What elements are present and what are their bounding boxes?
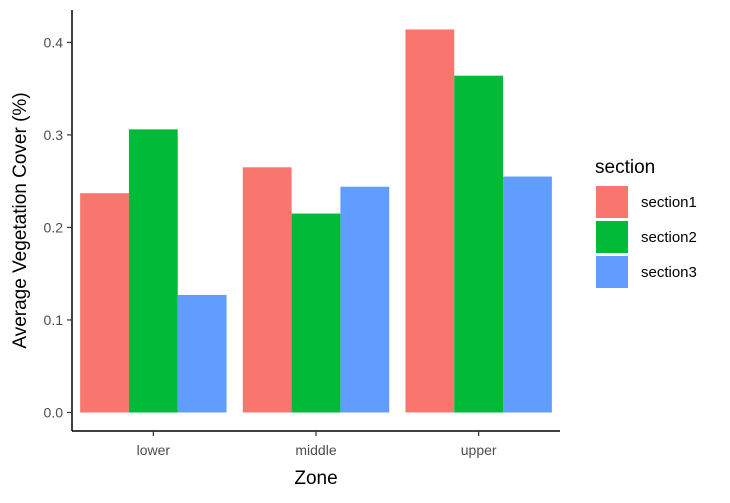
x-tick-label: upper — [461, 442, 497, 458]
legend-title: section — [595, 157, 655, 178]
bar-lower-section1 — [80, 193, 129, 413]
bar-middle-section1 — [242, 167, 292, 413]
legend-swatch-section1 — [596, 186, 628, 218]
bar-upper-section3 — [503, 176, 552, 413]
x-tick-label: middle — [295, 442, 336, 458]
legend-swatch-section2 — [596, 221, 628, 253]
legend-label-section2: section2 — [641, 229, 697, 246]
x-axis-title: Zone — [294, 468, 337, 489]
y-tick-label: 0.0 — [44, 404, 64, 420]
y-tick-label: 0.4 — [44, 34, 64, 50]
y-axis-title: Average Vegetation Cover (%) — [10, 92, 31, 348]
legend-label-section1: section1 — [641, 194, 697, 211]
y-tick-label: 0.3 — [44, 127, 64, 143]
legend-items: section1 section2 section3 — [596, 186, 697, 288]
legend: section section1 section2 section3 — [595, 157, 697, 288]
bar-lower-section3 — [177, 294, 227, 413]
bar-middle-section3 — [340, 186, 390, 413]
y-tick-label: 0.2 — [44, 219, 64, 235]
bar-upper-section2 — [454, 75, 504, 413]
bar-lower-section2 — [128, 129, 178, 413]
bar-middle-section2 — [291, 213, 341, 413]
y-tick-label: 0.1 — [44, 312, 64, 328]
bar-upper-section1 — [405, 29, 455, 413]
x-tick-label: lower — [137, 442, 171, 458]
bars-layer — [80, 29, 552, 413]
legend-swatch-section3 — [596, 256, 628, 288]
x-axis-ticks: lower middle upper — [137, 431, 497, 458]
legend-label-section3: section3 — [641, 264, 697, 281]
y-axis-ticks: 0.0 0.1 0.2 0.3 0.4 — [44, 34, 72, 420]
